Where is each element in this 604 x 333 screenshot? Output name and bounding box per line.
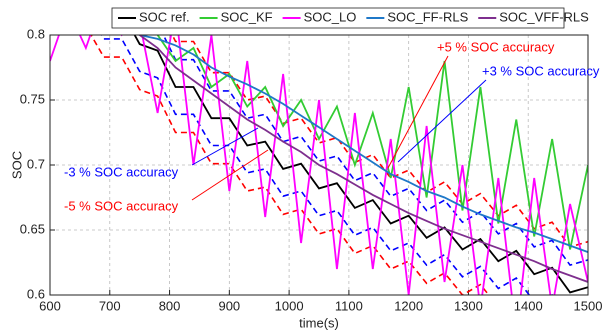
annotation-arrow (387, 55, 449, 169)
y-tick-label: 0.6 (27, 286, 45, 301)
bound-line (162, 35, 588, 267)
bound-line (100, 35, 554, 295)
legend: SOC ref. SOC_KF SOC_LO SOC_FF-RLS SOC_VFF-RL… (111, 7, 589, 29)
y-axis-label: SOC (9, 151, 24, 179)
annotation-arrow (191, 127, 259, 166)
y-tick-label: 0.65 (20, 221, 45, 236)
annotation-label: +5 % SOC accuracy (437, 39, 555, 54)
y-tick-label: 0.8 (27, 26, 45, 41)
series-line (138, 35, 588, 283)
series-line (50, 35, 588, 295)
annotation-arrow (397, 79, 487, 163)
axes-frame (49, 34, 589, 296)
series-line (137, 35, 588, 253)
series-group (50, 35, 588, 295)
x-axis-label: time(s) (299, 315, 339, 330)
x-tick-label: 800 (159, 298, 181, 313)
x-tick-label: 1400 (514, 298, 543, 313)
x-tick-label: 1100 (335, 298, 363, 313)
bound-line (171, 35, 588, 248)
legend-box (111, 7, 565, 29)
legend-label: SOC_VFF-RLS (499, 9, 589, 24)
series-line (156, 35, 588, 250)
legend-label: SOC_LO (304, 9, 357, 24)
x-tick-label: 1300 (454, 298, 483, 313)
y-tick-label: 0.7 (27, 156, 45, 171)
series-line (133, 35, 588, 294)
y-tick-label: 0.75 (20, 91, 45, 106)
x-tick-label: 1000 (275, 298, 304, 313)
x-tick-label: 1500 (574, 298, 603, 313)
annotation-arrow (191, 149, 269, 201)
x-tick-label: 1200 (394, 298, 423, 313)
annotation-label: -5 % SOC accuracy (64, 198, 179, 213)
legend-label: SOC_KF (221, 9, 273, 24)
bound-line (90, 35, 490, 295)
x-tick-label: 900 (218, 298, 240, 313)
annotation-label: -3 % SOC accuracy (64, 164, 179, 179)
legend-label: SOC ref. (139, 9, 190, 24)
x-tick-label: 600 (39, 298, 61, 313)
x-tick-label: 700 (99, 298, 121, 313)
annotation-label: +3 % SOC accuracy (482, 63, 600, 78)
legend-label: SOC_FF-RLS (387, 9, 468, 24)
